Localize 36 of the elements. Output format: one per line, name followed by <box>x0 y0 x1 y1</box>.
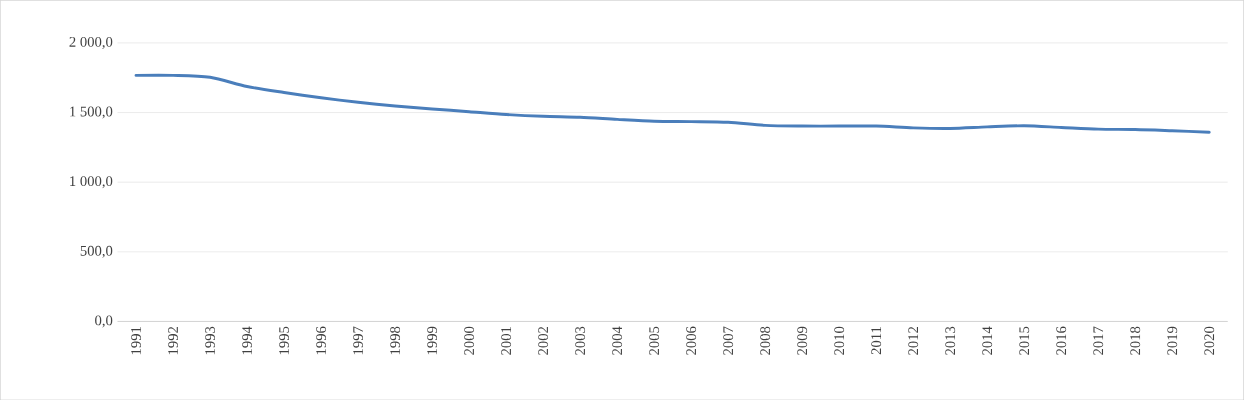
y-tick-label: 1 500,0 <box>70 106 113 119</box>
x-tick-label: 2002 <box>538 326 549 355</box>
x-tick-label: 2012 <box>908 326 919 355</box>
x-tick-label: 2006 <box>686 326 697 355</box>
x-tick-label: 1997 <box>353 326 364 355</box>
x-tick-label: 2020 <box>1204 326 1215 355</box>
x-tick-label: 2000 <box>464 326 475 355</box>
x-tick-label: 2010 <box>834 326 845 355</box>
x-tick-label: 1995 <box>279 326 290 355</box>
y-tick-label: 500,0 <box>80 245 113 258</box>
x-tick-label: 2009 <box>797 326 808 355</box>
x-tick-label: 1992 <box>168 326 178 355</box>
line-series <box>134 73 1211 134</box>
x-tick-label: 2015 <box>1019 326 1030 355</box>
x-tick-label: 1994 <box>242 326 253 355</box>
x-tick-label: 1991 <box>131 326 141 355</box>
x-tick-label: 1998 <box>390 326 401 355</box>
x-tick-label: 2001 <box>501 326 512 355</box>
x-tick-label: 1999 <box>427 326 438 355</box>
x-tick-label: 2017 <box>1093 326 1104 355</box>
y-tick-label: 1 000,0 <box>70 176 113 189</box>
x-tick-label: 1996 <box>316 326 327 355</box>
x-tick-label: 2005 <box>649 326 660 355</box>
x-tick-label: 2014 <box>982 326 993 355</box>
x-tick-label: 2018 <box>1130 326 1141 355</box>
x-tick-label: 2004 <box>612 326 623 355</box>
x-tick-label: 2003 <box>575 326 586 355</box>
x-tick-label: 2016 <box>1056 326 1067 355</box>
y-tick-label: 0,0 <box>95 315 113 328</box>
x-tick-label: 2011 <box>871 326 882 355</box>
x-tick-label: 2019 <box>1167 326 1178 355</box>
x-tick-label: 2007 <box>723 326 734 355</box>
x-tick-label: 2008 <box>760 326 771 355</box>
x-tick-label: 2013 <box>945 326 956 355</box>
y-tick-label: 2 000,0 <box>69 36 113 49</box>
x-tick-label: 1993 <box>205 326 215 355</box>
